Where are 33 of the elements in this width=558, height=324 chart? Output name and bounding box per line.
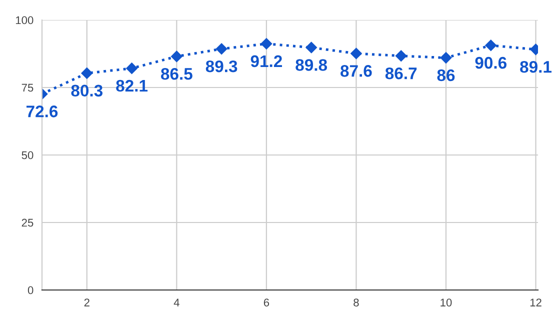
data-label: 86.5 [160, 68, 192, 80]
y-tick-label: 0 [28, 286, 34, 294]
point [126, 62, 138, 74]
data-label: 89.3 [206, 60, 238, 72]
data-label: 82.1 [116, 80, 148, 92]
point [260, 38, 272, 50]
data-label: 72.6 [26, 106, 58, 118]
x-tick-label: 10 [440, 298, 452, 306]
point [306, 42, 317, 54]
x-tick-label: 12 [530, 298, 542, 306]
data-label: 89.8 [296, 59, 328, 71]
point [350, 48, 362, 60]
x-tick-label: 2 [84, 298, 90, 306]
point [485, 40, 496, 51]
point [440, 52, 452, 64]
point [171, 50, 182, 62]
x-tick-label: 4 [174, 298, 180, 306]
data-label: 91.2 [250, 55, 282, 68]
point [81, 68, 92, 79]
x-tick-label: 8 [354, 298, 359, 306]
data-label: 86 [437, 69, 455, 82]
y-tick-label: 75 [22, 84, 34, 92]
point [216, 43, 228, 54]
y-tick-label: 50 [22, 151, 34, 160]
y-tick-label: 100 [16, 16, 34, 24]
data-label: 80.3 [71, 84, 103, 97]
data-label: 90.6 [475, 56, 506, 69]
x-tick-label: 6 [264, 298, 270, 306]
data-label: 87.6 [340, 65, 372, 77]
y-tick-label: 25 [22, 218, 34, 227]
point [395, 50, 407, 62]
data-label: 86.7 [385, 67, 417, 80]
data-label: 89.1 [520, 60, 552, 73]
